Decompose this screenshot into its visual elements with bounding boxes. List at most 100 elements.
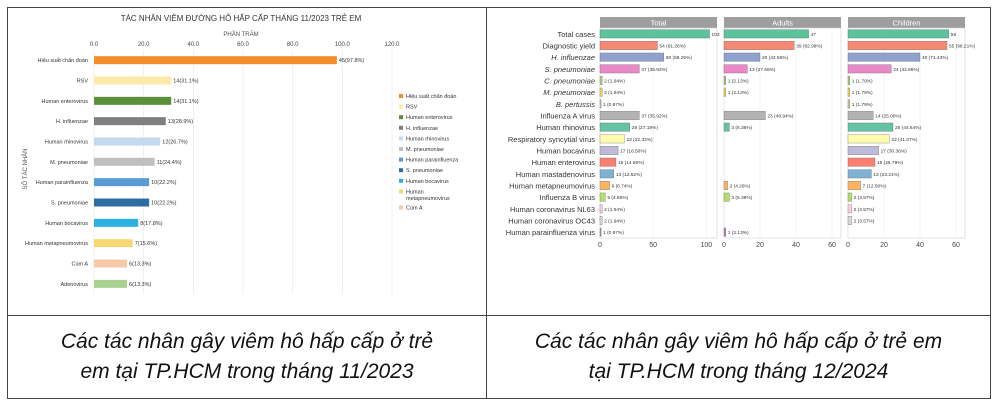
right-category-label: B. pertussis: [556, 100, 595, 109]
right-category-label: Total cases: [557, 30, 595, 39]
right-x-tick-label: 100: [701, 242, 713, 249]
left-legend-swatch: [399, 125, 403, 130]
left-value-label: 6(13.3%): [129, 262, 151, 268]
chart-left-ylabel: SỐ TÁC NHÂN: [22, 149, 29, 190]
left-legend-swatch: [399, 168, 403, 173]
left-legend-label: RSV: [406, 105, 418, 111]
right-x-tick-label: 0: [598, 242, 602, 249]
right-bar: [847, 87, 850, 97]
right-panel-total: Total 0 50 100 103 54 (91.26%) 60 (58.25%) 37 (…: [598, 17, 720, 249]
right-value-label: 13 (27.66%): [749, 67, 776, 73]
right-bar: [847, 204, 852, 214]
chart-left-category-labels: Hiệu suất chẩn đoán RSV Human enterovirus H…: [25, 57, 89, 288]
left-value-label: 14(31.1%): [173, 79, 199, 85]
right-category-label: S. pneumoniae: [545, 65, 595, 74]
right-category-label: Human bocavirus: [537, 147, 596, 156]
right-bar: [847, 169, 872, 179]
right-bar: [723, 192, 730, 202]
right-x-tick-label: 60: [828, 242, 836, 249]
right-bar: [599, 204, 603, 214]
right-value-label: 37 (35.92%): [641, 114, 668, 120]
left-bar: [94, 259, 128, 268]
left-bar: [94, 117, 166, 126]
right-value-label: 17 (16.50%): [620, 149, 647, 155]
left-legend-swatch: [399, 157, 403, 162]
left-x-tick-label: 60.0: [237, 42, 249, 48]
right-value-label: 2 (3.57%): [854, 207, 875, 213]
right-value-label: 20 (42.55%): [762, 55, 789, 61]
table-horizontal-divider: [7, 315, 991, 316]
left-value-label: 6(13.3%): [129, 282, 151, 288]
right-panel-header: [600, 17, 717, 28]
left-category-label: M. pneumoniae: [50, 160, 88, 166]
caption-left-line-1: Các tác nhân gây viêm hô hấp cấp ở trẻ: [60, 330, 434, 353]
right-value-label: 24 (42.86%): [893, 67, 920, 73]
right-value-label: 23 (41.07%): [891, 137, 918, 143]
right-value-label: 1 (2.13%): [728, 79, 749, 85]
caption-right-line-1: Các tác nhân gây viêm hô hấp cấp ở trẻ e…: [534, 330, 943, 353]
right-bar: [847, 216, 852, 225]
chart-left-x-ticks: 0.0 20.0 40.0 60.0 80.0 100.0 120.0: [90, 42, 400, 48]
chart-left-bars: [94, 56, 337, 288]
right-value-label: 1 (1.79%): [852, 102, 873, 108]
left-value-label: 13(28.9%): [168, 119, 194, 125]
right-bar: [723, 52, 761, 62]
right-x-tick-label: 0: [846, 242, 850, 249]
left-bar: [94, 137, 161, 146]
caption-left-line-2: em tại TP.HCM trong tháng 11/2023: [80, 360, 414, 383]
right-value-label: 56: [951, 32, 957, 38]
right-x-tick-label: 20: [880, 242, 888, 249]
right-value-label: 1 (0.97%): [603, 230, 624, 236]
chart-right-2024: Total cases Diagnostic yield H. influenzae…: [506, 17, 976, 249]
right-category-label: Diagnostic yield: [542, 42, 595, 51]
right-value-label: 9 (8.74%): [612, 184, 633, 190]
left-x-tick-label: 40.0: [187, 42, 199, 48]
right-bar: [847, 192, 852, 202]
left-bar: [94, 239, 133, 248]
right-bar: [723, 64, 748, 74]
right-panel-title: Total: [651, 19, 667, 28]
right-panel-plot-area: [599, 27, 718, 239]
left-legend-label-line: metapneumovirus: [406, 196, 450, 202]
chart-left-legend: Hiệu suất chẩn đoán RSV Human enterovirus H…: [399, 93, 459, 211]
right-value-label: 2 (4.26%): [730, 184, 751, 190]
left-category-label: Human rhinovirus: [45, 140, 88, 146]
chart-left-2023: TÁC NHÂN VIÊM ĐƯỜNG HÔ HẤP CẤP THÁNG 11/…: [22, 13, 459, 294]
left-legend-label: Cúm A: [406, 205, 423, 211]
figure-table: [7, 7, 991, 399]
right-value-label: 54 (91.26%): [659, 44, 686, 50]
chart-left-value-labels: 45(97.8%) 14(31.1%) 14(31.1%) 13(28.9%) 12(2…: [129, 58, 364, 288]
right-category-label: Human metapneumovirus: [509, 182, 595, 191]
right-category-label: Influenza B virus: [540, 193, 596, 202]
right-bar: [847, 99, 850, 109]
left-category-label: Cúm A: [71, 262, 88, 268]
right-bar: [847, 52, 921, 62]
left-legend-swatch: [399, 136, 403, 141]
left-bar: [94, 56, 337, 65]
right-value-label: 2 (1.94%): [604, 207, 625, 213]
right-bar: [599, 169, 614, 179]
right-x-tick-label: 20: [756, 242, 764, 249]
right-bar: [599, 99, 602, 109]
right-panel-adults: Adults 0 20 40 60 47 39 (82.98%) 20 (42.55%) 13 …: [722, 17, 842, 249]
left-legend-swatch: [399, 205, 403, 210]
right-value-label: 23 (48.94%): [767, 114, 794, 120]
left-legend-swatch: [399, 104, 403, 109]
left-legend-label: Human enterovirus: [406, 115, 453, 121]
right-value-label: 3 (6.38%): [731, 195, 752, 201]
right-bar: [599, 122, 630, 132]
left-x-tick-label: 0.0: [90, 42, 99, 48]
right-category-label: Human rhinovirus: [536, 123, 595, 132]
right-bar: [847, 29, 949, 39]
right-value-label: 1 (1.79%): [852, 79, 873, 85]
right-bar: [847, 41, 948, 50]
right-value-label: 39 (82.98%): [796, 44, 823, 50]
left-category-label: Human enterovirus: [42, 99, 89, 105]
right-category-label: M. pneumoniae: [543, 88, 595, 97]
right-value-label: 23 (22.33%): [626, 137, 653, 143]
left-bar: [94, 198, 150, 207]
left-bar: [94, 76, 172, 85]
left-bar: [94, 218, 139, 227]
left-legend-label: Human rhinovirus: [406, 136, 449, 142]
